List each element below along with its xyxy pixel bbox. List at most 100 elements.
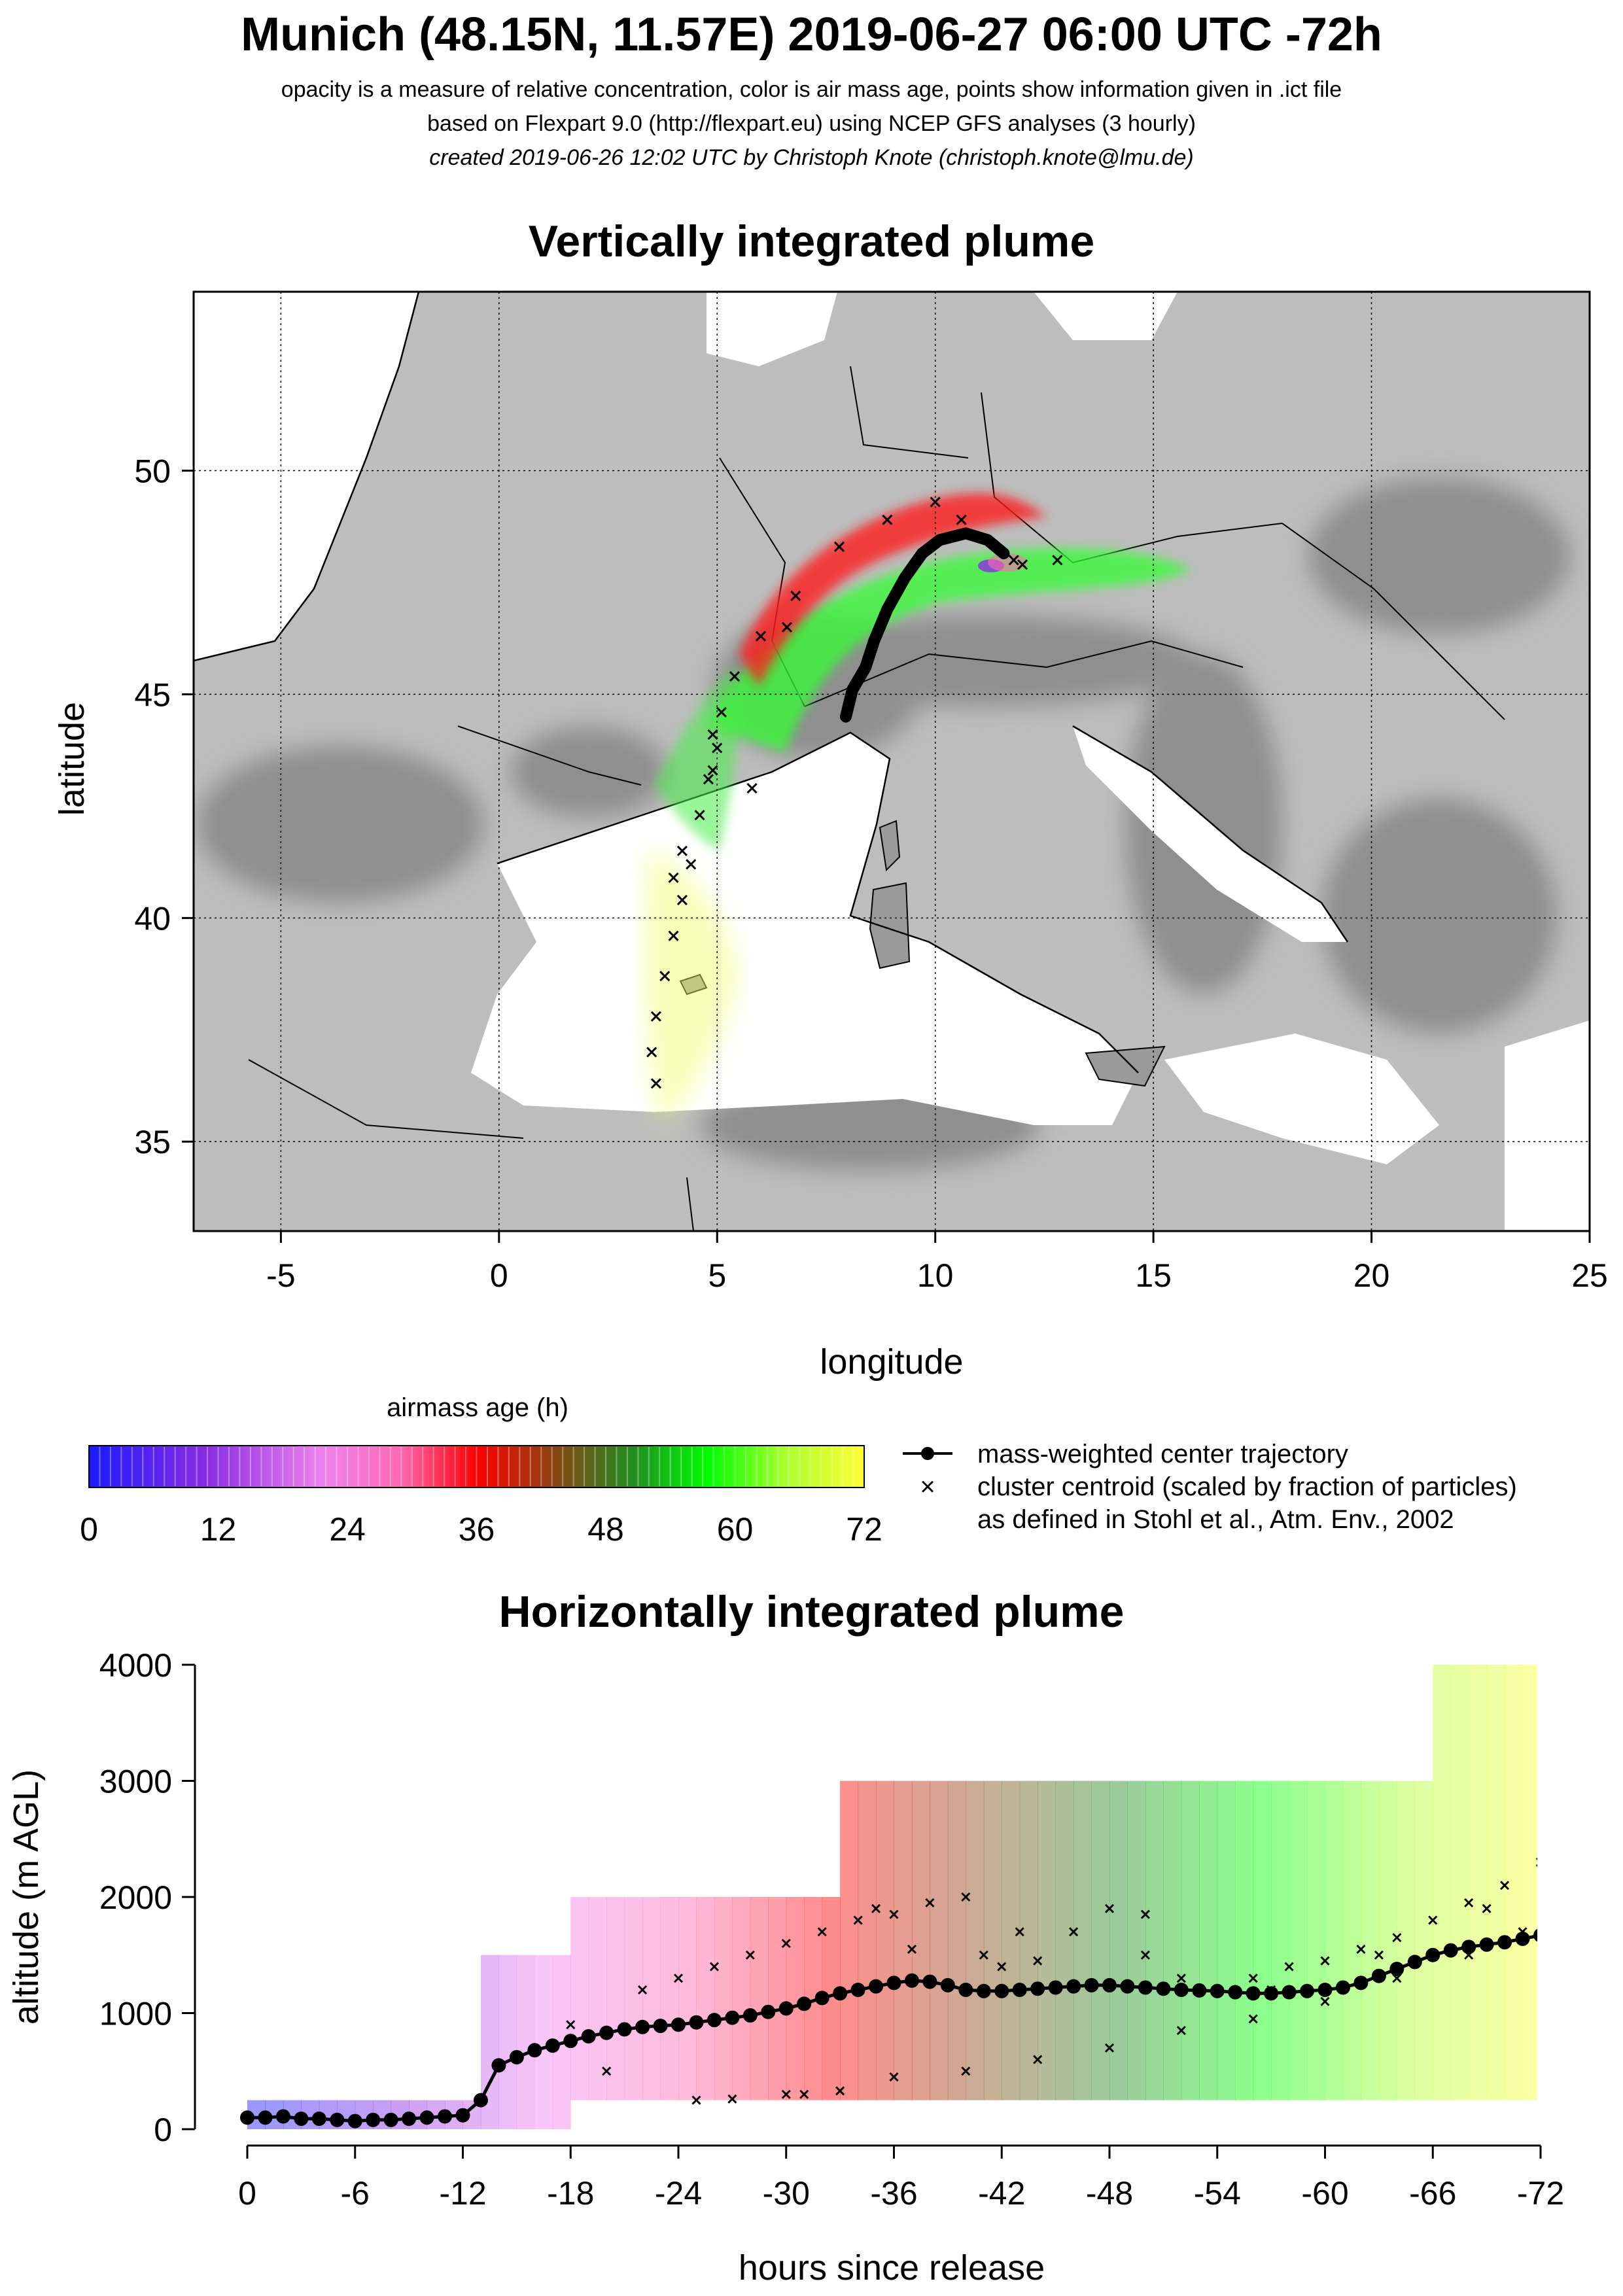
profile-centroid-marker bbox=[1284, 1962, 1294, 1972]
profile-trajectory-point bbox=[689, 2015, 704, 2030]
profile-plume-cell bbox=[1235, 1781, 1254, 2100]
profile-trajectory-point bbox=[797, 1996, 812, 2011]
colorbar-tick-label: 12 bbox=[200, 1511, 237, 1548]
profile-trajectory-point bbox=[1407, 1955, 1422, 1970]
legend-line-label: mass-weighted center trajectory bbox=[977, 1440, 1348, 1469]
profile-trajectory-point bbox=[294, 2112, 309, 2127]
profile-centroid-marker bbox=[1518, 1927, 1527, 1937]
profile-centroid-marker bbox=[602, 2066, 612, 2076]
profile-centroid-marker bbox=[691, 2095, 701, 2105]
map-centroid-marker bbox=[833, 541, 845, 552]
profile-centroid-marker bbox=[1104, 1904, 1115, 1913]
colorbar-tick-label: 24 bbox=[329, 1511, 366, 1548]
profile-x-tick-label: 0 bbox=[238, 2175, 256, 2212]
profile-plume-cell bbox=[1325, 1781, 1344, 2100]
map-centroid-marker bbox=[659, 971, 671, 982]
profile-x-tick-label: -24 bbox=[655, 2175, 702, 2212]
profile-plume-cell bbox=[876, 1781, 894, 1897]
profile-trajectory-point bbox=[311, 2112, 326, 2127]
atlantic-ocean bbox=[194, 292, 419, 661]
profile-trajectory-point bbox=[1479, 1937, 1494, 1952]
colorbar-tick-label: 36 bbox=[459, 1511, 495, 1548]
profile-centroid-marker bbox=[1356, 1944, 1366, 1954]
map-centroid-marker bbox=[1008, 555, 1019, 566]
profile-centroid-marker bbox=[871, 1904, 881, 1913]
map-x-tick-label: 20 bbox=[1353, 1257, 1390, 1294]
profile-plume-cell bbox=[1127, 1781, 1146, 2100]
plume-footprint bbox=[644, 493, 1191, 1125]
profile-trajectory-point bbox=[707, 2013, 722, 2028]
profile-plume-cell bbox=[516, 1955, 535, 2129]
map-centroid-marker bbox=[882, 514, 893, 525]
profile-x-tick-label: -72 bbox=[1517, 2175, 1564, 2212]
profile-centroid-marker bbox=[1033, 2055, 1043, 2064]
profile-x-tick-label: -30 bbox=[763, 2175, 810, 2212]
profile-centroid-marker bbox=[745, 1950, 755, 1960]
profile-plume-cell bbox=[1469, 1665, 1488, 2100]
map-centroid-marker bbox=[1017, 559, 1028, 570]
profile-trajectory-point bbox=[1318, 1983, 1333, 1997]
profile-centroid-marker bbox=[1015, 1927, 1024, 1937]
profile-trajectory-point bbox=[1282, 1985, 1297, 2000]
profile-trajectory-point bbox=[1497, 1935, 1512, 1950]
profile-centroid-marker bbox=[1482, 1904, 1492, 1913]
profile-centroid-marker bbox=[961, 2066, 971, 2076]
profile-plume-cell bbox=[732, 1897, 751, 2100]
profile-trajectory-point bbox=[455, 2108, 470, 2123]
profile-trajectory-point bbox=[940, 1977, 955, 1992]
profile-plume-cell bbox=[624, 1897, 643, 2100]
profile-trajectory-point bbox=[1120, 1979, 1135, 1994]
map-center-trajectory-line bbox=[840, 527, 1010, 723]
profile-trajectory-point bbox=[1425, 1947, 1440, 1962]
map-centroid-marker bbox=[703, 774, 714, 785]
map-x-axis-label: longitude bbox=[820, 1342, 963, 1382]
profile-centroid-marker bbox=[799, 2089, 809, 2099]
colorbar-ticks: 0 12 24 36 48 60 72 bbox=[80, 1511, 882, 1548]
profile-center-trajectory-points bbox=[240, 1928, 1537, 2129]
sea-areas bbox=[194, 292, 1590, 1230]
profile-trajectory-point bbox=[419, 2110, 434, 2125]
map-grid bbox=[194, 292, 1590, 1231]
colorbar-tick-label: 0 bbox=[80, 1511, 98, 1548]
profile-trajectory-point bbox=[994, 1983, 1009, 1998]
profile-trajectory-point bbox=[563, 2034, 578, 2049]
profile-trajectory-point bbox=[976, 1983, 991, 1998]
north-sea bbox=[707, 292, 837, 366]
profile-x-tick-label: -6 bbox=[341, 2175, 370, 2212]
profile-centroid-marker bbox=[1104, 2043, 1115, 2053]
profile-centroid-marker bbox=[889, 1909, 899, 1919]
profile-plume-cell bbox=[1342, 1781, 1361, 2100]
subtitle-created-note: created 2019-06-26 12:02 UTC by Christop… bbox=[429, 145, 1194, 170]
profile-plume-cell bbox=[1289, 1781, 1308, 2100]
profile-centroid-marker bbox=[925, 1898, 935, 1907]
profile-trajectory-point bbox=[1515, 1931, 1530, 1946]
profile-x-tick-label: -66 bbox=[1409, 2175, 1456, 2212]
profile-trajectory-point bbox=[383, 2112, 398, 2127]
map-centroid-marker bbox=[694, 809, 705, 821]
map-x-tick-label: -5 bbox=[266, 1257, 295, 1294]
profile-centroid-marker bbox=[961, 1892, 971, 1902]
profile-plume-cell bbox=[642, 1897, 661, 2100]
profile-plume-cell bbox=[1091, 1781, 1110, 2100]
profile-centroid-marker bbox=[781, 2089, 791, 2099]
profile-trajectory-point bbox=[958, 1983, 973, 1997]
profile-trajectory-point bbox=[347, 2113, 362, 2129]
map-centroid-marker bbox=[781, 621, 793, 633]
profile-axes: 0 -6 -12 -18 -24 -30 -36 -42 -48 -54 -60 -66 -72 0 100… bbox=[99, 1647, 1564, 2212]
profile-centroid-marker bbox=[817, 1927, 827, 1937]
profile-trajectory-point bbox=[1012, 1983, 1027, 1997]
profile-plume-cell bbox=[911, 1781, 930, 1897]
profile-trajectory-point bbox=[742, 2008, 758, 2023]
profile-centroid-marker bbox=[1428, 1915, 1438, 1925]
profile-centroid-marker bbox=[1320, 1956, 1330, 1966]
profile-trajectory-point bbox=[1264, 1986, 1279, 2001]
profile-centroid-marker bbox=[709, 1962, 719, 1972]
profile-centroid-marker bbox=[1176, 1974, 1186, 1983]
profile-x-tick-label: -18 bbox=[547, 2175, 594, 2212]
map-x-tick-label: 0 bbox=[490, 1257, 508, 1294]
map-centroid-marker bbox=[668, 930, 679, 941]
map-centroid-marker bbox=[646, 1047, 657, 1058]
profile-plot-area: 0 -6 -12 -18 -24 -30 -36 -42 -48 -54 -60 -66 -72 0 100… bbox=[7, 1647, 1564, 2287]
profile-plume-bands bbox=[247, 1665, 1537, 2129]
profile-trajectory-point bbox=[1353, 1975, 1369, 1991]
